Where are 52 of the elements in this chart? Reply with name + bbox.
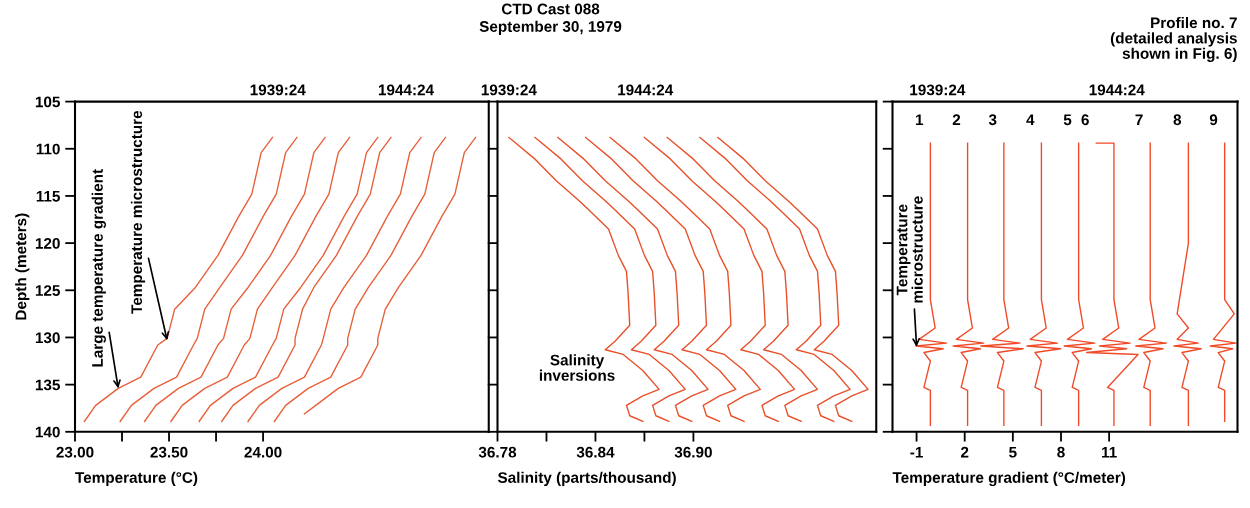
y-tick-label: 140 [35, 426, 60, 438]
y-tick-label: 120 [35, 237, 60, 249]
x-tick-label: 2 [960, 446, 969, 458]
line-series [303, 136, 477, 415]
x-tick-label: 36.90 [674, 446, 712, 458]
x-tick-label: 36.84 [576, 446, 615, 458]
x-axis-title: Temperature (°C) [75, 471, 198, 486]
line-series [273, 136, 447, 423]
line-series [143, 136, 326, 423]
annotation: Large temperature gradient [91, 169, 106, 367]
text: 1944:24 [1089, 84, 1145, 96]
line-series [170, 136, 351, 423]
series-label: 3 [988, 114, 997, 126]
x-tick-label: 36.78 [478, 446, 517, 458]
chart-title: CTD Cast 088 [501, 3, 600, 15]
annotation: Temperature microstructure [896, 196, 923, 303]
series-label: 2 [952, 114, 961, 125]
text: 1944:24 [378, 84, 434, 96]
text: 1944:24 [618, 84, 674, 96]
x-tick-label: 24.00 [244, 446, 282, 458]
series-label: 8 [1173, 114, 1182, 126]
series-label: 1 [915, 114, 924, 125]
text: 1939:24 [250, 84, 306, 96]
series-label: 6 [1081, 114, 1089, 126]
line-series [198, 136, 379, 423]
x-tick-label: -1 [910, 446, 923, 458]
y-axis-title: Depth (meters) [15, 213, 30, 320]
series-label: 5 [1063, 114, 1072, 126]
series-label: 4 [1026, 114, 1035, 125]
y-tick-label: 130 [35, 332, 60, 344]
chart-subtitle: September 30, 1979 [479, 20, 622, 35]
series-label: 9 [1209, 114, 1218, 126]
x-axis-title: Temperature gradient (°C/meter) [892, 471, 1126, 487]
y-tick-label: 125 [35, 285, 60, 296]
x-tick-label: 5 [1009, 446, 1017, 458]
x-tick-label: 23.50 [150, 446, 188, 458]
x-tick-label: 11 [1102, 446, 1117, 458]
line-series [247, 136, 422, 423]
annotation: Salinity inversions [539, 354, 615, 381]
text: 1939:24 [910, 84, 966, 96]
x-axis-title: Salinity (parts/thousand) [497, 471, 676, 486]
y-tick-label: 105 [35, 96, 60, 108]
x-tick-label: 8 [1057, 446, 1065, 458]
y-tick-label: 135 [35, 379, 60, 391]
annotation: Temperature microstructure [130, 110, 146, 314]
y-tick-label: 110 [36, 143, 60, 155]
text: 1939:24 [481, 84, 537, 96]
text: Profile no. 7 (detailed analysis shown in Fig. 6) [1110, 16, 1237, 62]
series-label: 7 [1135, 114, 1143, 125]
x-tick-label: 23.00 [56, 446, 94, 458]
y-tick-label: 115 [36, 190, 60, 202]
line-series [220, 136, 392, 423]
